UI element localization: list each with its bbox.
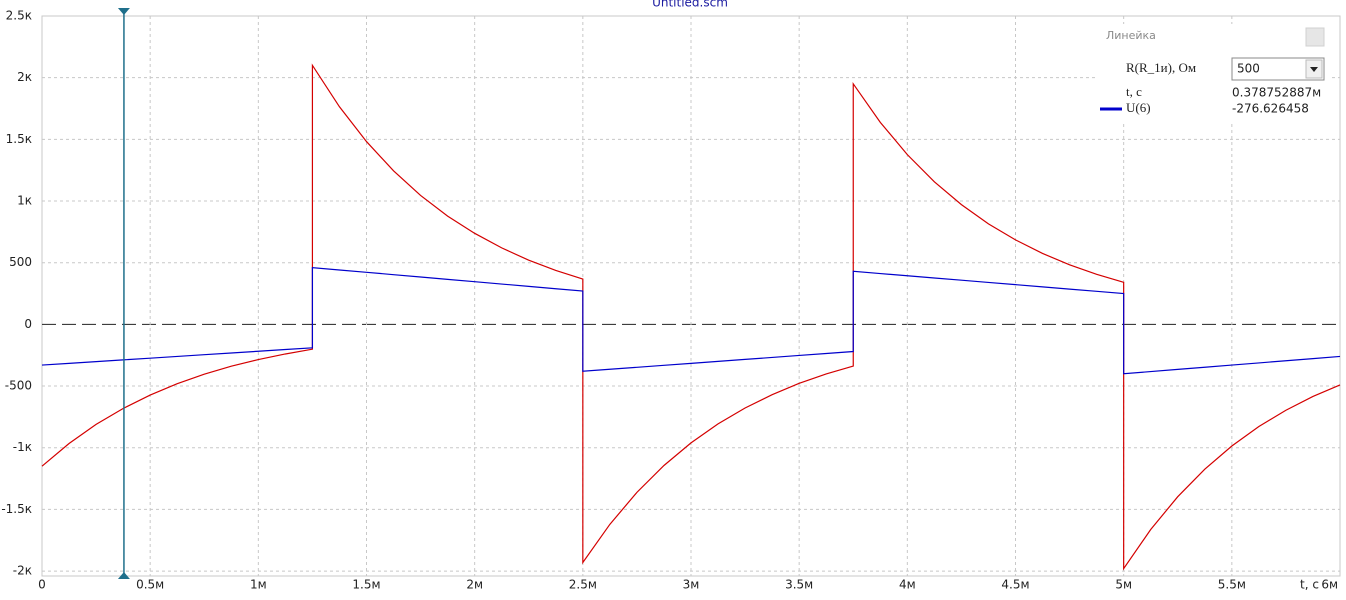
- y-tick-label: -1к: [13, 440, 32, 454]
- x-tick-label: 0: [38, 578, 46, 592]
- y-tick-label: -2к: [13, 564, 32, 578]
- x-tick-label: 5.5м: [1218, 578, 1246, 592]
- x-tick-label: 3м: [683, 578, 700, 592]
- x-axis-label: t, c: [1300, 578, 1319, 592]
- chart-title: Untitled.scm: [652, 0, 728, 10]
- x-tick-label: 1м: [250, 578, 267, 592]
- x-tick-label: 2м: [466, 578, 483, 592]
- cursor-handle[interactable]: [117, 8, 130, 15]
- x-tick-label: 1.5м: [352, 578, 380, 592]
- y-tick-label: 2к: [17, 70, 32, 84]
- x-tick-label: 4м: [899, 578, 916, 592]
- y-tick-label: 500: [9, 255, 32, 269]
- x-tick-label: 3.5м: [785, 578, 813, 592]
- close-button[interactable]: [1305, 27, 1325, 47]
- y-tick-label: 0: [24, 317, 32, 331]
- dropdown-arrow[interactable]: [1310, 67, 1318, 72]
- y-tick-label: 2.5к: [6, 9, 32, 23]
- x-tick-label: 4.5м: [1001, 578, 1029, 592]
- x-tick-label: 2.5м: [569, 578, 597, 592]
- series-line: [41, 63, 1341, 571]
- t-label: t, c: [1126, 84, 1142, 99]
- t-value: 0.378752887м: [1232, 86, 1321, 100]
- cursor-handle[interactable]: [117, 572, 130, 579]
- param-dropdown[interactable]: [1231, 57, 1325, 81]
- y-tick-label: 1.5к: [6, 132, 32, 146]
- series-line: [41, 266, 1341, 375]
- y-tick-label: -1.5к: [1, 502, 32, 516]
- y-tick-label: 1к: [17, 194, 32, 208]
- ruler-title: Линейка: [1106, 29, 1156, 42]
- y-tick-label: -500: [5, 379, 32, 393]
- param-value[interactable]: 500: [1237, 62, 1260, 76]
- readout-value: -276.626458: [1232, 102, 1309, 116]
- legend-label: U(6): [1126, 100, 1151, 115]
- x-tick-label: 5м: [1115, 578, 1132, 592]
- x-tick-label: 6м: [1321, 578, 1338, 592]
- param-label: R(R_1и), Ом: [1126, 60, 1196, 75]
- x-tick-label: 0.5м: [136, 578, 164, 592]
